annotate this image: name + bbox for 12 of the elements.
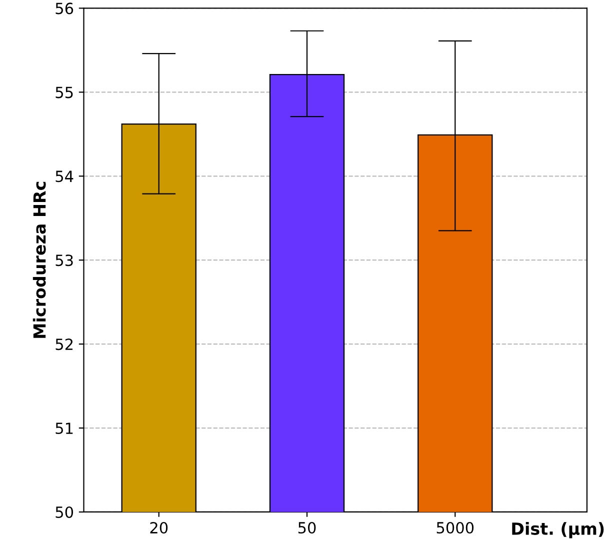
y-tick-label: 55 xyxy=(56,86,73,98)
x-tick-label: 20 xyxy=(150,522,168,534)
y-tick-label: 52 xyxy=(56,338,73,350)
y-tick-label: 56 xyxy=(56,2,74,14)
x-tick-label: 5000 xyxy=(436,522,474,534)
y-axis-title: Microdureza HRc xyxy=(32,182,46,338)
x-tick-label: 50 xyxy=(298,522,316,534)
y-tick-label: 54 xyxy=(56,170,74,182)
y-tick-label: 50 xyxy=(56,506,74,518)
y-tick-label: 51 xyxy=(56,422,73,434)
x-axis-title: Dist. (μm) xyxy=(512,522,604,538)
y-tick-label: 53 xyxy=(56,254,73,266)
